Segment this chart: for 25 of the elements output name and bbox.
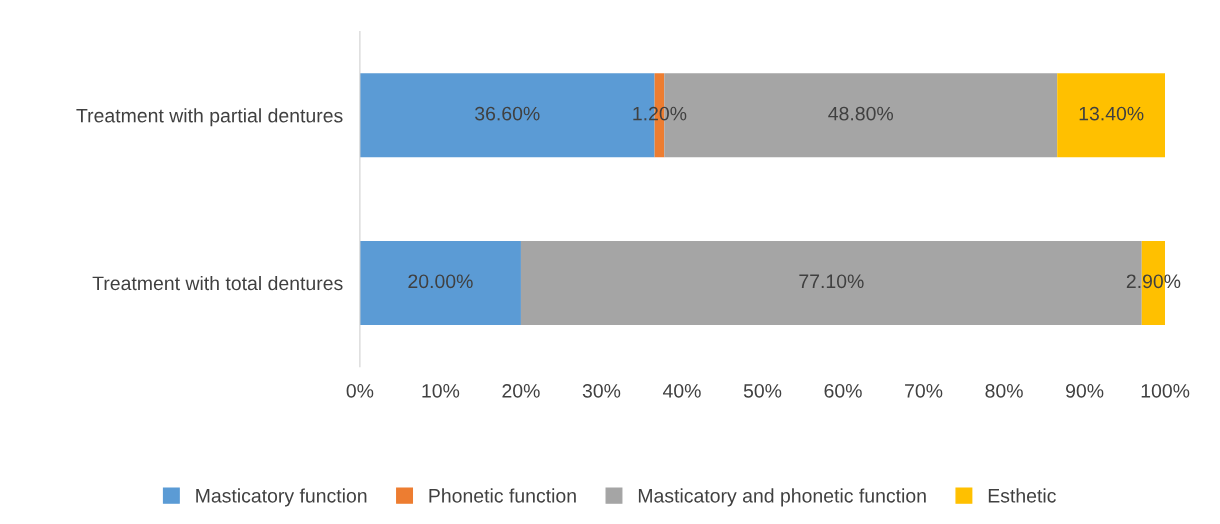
legend-label: Masticatory and phonetic function xyxy=(638,488,926,507)
x-tick-label: 80% xyxy=(985,383,1023,398)
data-label: 77.10% xyxy=(799,274,864,289)
x-tick-label: 60% xyxy=(824,383,862,398)
data-label: 13.40% xyxy=(1079,106,1144,121)
y-tick-label: Treatment with total dentures xyxy=(92,275,343,291)
legend-label: Phonetic function xyxy=(429,488,576,503)
bar xyxy=(359,241,521,325)
data-label: 48.80% xyxy=(828,106,894,121)
bar xyxy=(1057,73,1166,158)
data-label: 20.00% xyxy=(408,274,473,289)
legend-label: Masticatory function xyxy=(196,488,367,507)
x-tick-label: 20% xyxy=(502,383,540,398)
x-tick-label: 70% xyxy=(905,383,943,398)
x-tick-label: 40% xyxy=(662,383,701,398)
x-tick-label: 0% xyxy=(346,383,374,398)
data-label: 1.20% xyxy=(633,106,687,121)
legend-label: Esthetic xyxy=(988,488,1056,503)
y-tick-label: Treatment with partial dentures xyxy=(76,108,343,127)
x-tick-label: 10% xyxy=(422,383,460,398)
x-tick-label: 90% xyxy=(1066,383,1104,398)
data-label: 36.60% xyxy=(475,106,540,121)
x-tick-label: 100% xyxy=(1141,383,1190,398)
x-tick-label: 50% xyxy=(743,383,782,398)
x-tick-label: 30% xyxy=(582,383,621,398)
